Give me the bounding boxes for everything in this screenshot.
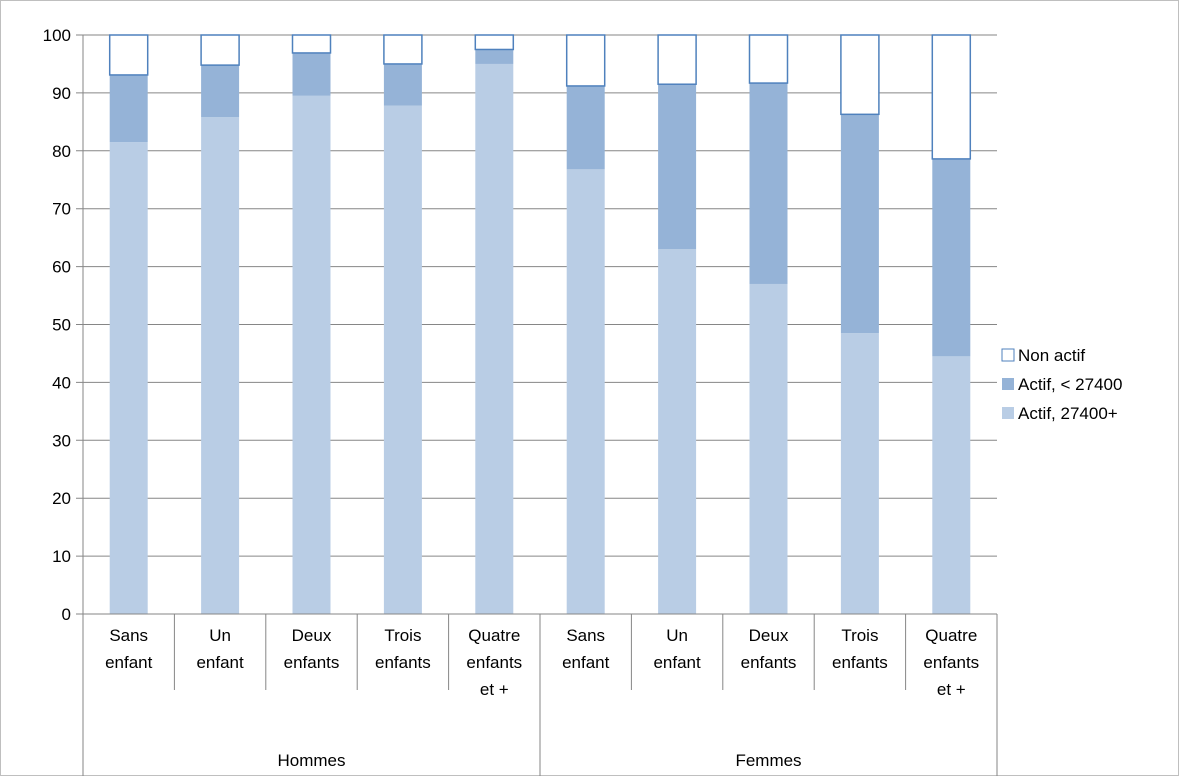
y-tick-label: 80: [52, 142, 71, 161]
bar-actif-27400: [201, 65, 240, 118]
x-group-label: Hommes: [277, 751, 345, 770]
bar-actif-27400: [749, 83, 788, 284]
x-category-label: enfant: [653, 653, 701, 672]
x-category-label: Sans: [109, 626, 148, 645]
x-group-label: Femmes: [735, 751, 801, 770]
bar-non-actif: [657, 34, 697, 85]
bar-actif-27400: [201, 117, 240, 614]
x-category-label: Quatre: [925, 626, 977, 645]
bar-actif-27400: [932, 356, 971, 614]
legend: Non actif Actif, < 27400 Actif, 27400+: [1001, 346, 1122, 423]
bar-non-actif: [748, 34, 789, 84]
x-category-label: enfants: [466, 653, 522, 672]
y-tick-label: 50: [52, 316, 71, 335]
legend-swatch: [1002, 407, 1014, 419]
bar-actif-27400: [840, 333, 879, 614]
bar-non-actif: [840, 34, 880, 116]
x-category-label: et +: [480, 680, 509, 699]
y-tick-label: 60: [52, 258, 71, 277]
bar-non-actif: [383, 34, 423, 65]
bar-actif-27400: [109, 142, 148, 615]
bar-actif-27400: [932, 158, 971, 357]
bar-actif-27400: [475, 49, 514, 64]
bar-non-actif: [108, 34, 149, 76]
legend-entry: Non actif: [1018, 346, 1085, 365]
bar-non-actif: [200, 34, 240, 66]
x-category-label: enfants: [284, 653, 340, 672]
y-tick-label: 30: [52, 431, 71, 450]
legend-swatch: [1001, 348, 1015, 362]
x-category-label: enfant: [196, 653, 244, 672]
y-tick-label: 20: [52, 489, 71, 508]
y-tick-label: 10: [52, 547, 71, 566]
x-category-label: enfant: [105, 653, 153, 672]
bar-actif-27400: [566, 169, 605, 614]
bar-actif-27400: [840, 114, 879, 334]
x-category-label: Un: [666, 626, 688, 645]
legend-entry: Actif, < 27400: [1018, 375, 1122, 394]
x-category-label: Deux: [292, 626, 332, 645]
x-category-label: et +: [937, 680, 966, 699]
bars: [108, 34, 972, 615]
bar-actif-27400: [109, 74, 148, 143]
x-category-label: Trois: [841, 626, 878, 645]
bar-actif-27400: [383, 105, 422, 614]
y-tick-label: 0: [62, 605, 71, 624]
x-category-label: enfants: [923, 653, 979, 672]
bar-actif-27400: [292, 52, 331, 96]
x-category-label: enfants: [741, 653, 797, 672]
bar-actif-27400: [292, 95, 331, 615]
bar-non-actif: [931, 34, 972, 160]
x-category-label: Quatre: [468, 626, 520, 645]
bar-actif-27400: [749, 283, 788, 614]
legend-entry: Actif, 27400+: [1018, 404, 1118, 423]
x-category-label: Deux: [749, 626, 789, 645]
y-tick-label: 70: [52, 200, 71, 219]
x-category-label: Un: [209, 626, 231, 645]
bar-actif-27400: [383, 63, 422, 106]
bar-actif-27400: [475, 63, 514, 614]
bar-non-actif: [474, 34, 515, 51]
x-category-label: Sans: [566, 626, 605, 645]
x-category-label: enfants: [375, 653, 431, 672]
y-tick-label: 90: [52, 84, 71, 103]
bar-non-actif: [565, 34, 606, 87]
x-axis: Sans enfant Un enfant Deux enfants Trois enfant…: [82, 613, 998, 776]
bar-non-actif: [291, 34, 332, 54]
x-category-label: enfants: [832, 653, 888, 672]
x-category-label: enfant: [562, 653, 610, 672]
legend-swatch: [1002, 378, 1014, 390]
bar-actif-27400: [658, 84, 697, 250]
x-category-label: Trois: [384, 626, 421, 645]
y-tick-label: 40: [52, 373, 71, 392]
y-tick-label: 100: [43, 26, 71, 45]
y-axis-tick-labels: 0 10 20 30 40 50 60 70 80 90 100: [43, 26, 71, 624]
bar-actif-27400: [658, 249, 697, 615]
bar-actif-27400: [566, 85, 605, 170]
